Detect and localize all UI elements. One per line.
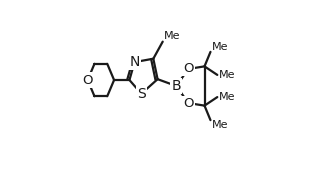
Text: B: B (172, 79, 181, 93)
Text: Me: Me (212, 42, 229, 52)
Text: Me: Me (219, 70, 235, 80)
Text: O: O (82, 73, 93, 87)
Text: Me: Me (212, 120, 229, 130)
Text: Me: Me (164, 31, 180, 41)
Text: Me: Me (219, 92, 235, 102)
Text: S: S (137, 87, 146, 101)
Text: O: O (183, 62, 194, 76)
Text: O: O (183, 96, 194, 110)
Text: N: N (129, 55, 140, 69)
